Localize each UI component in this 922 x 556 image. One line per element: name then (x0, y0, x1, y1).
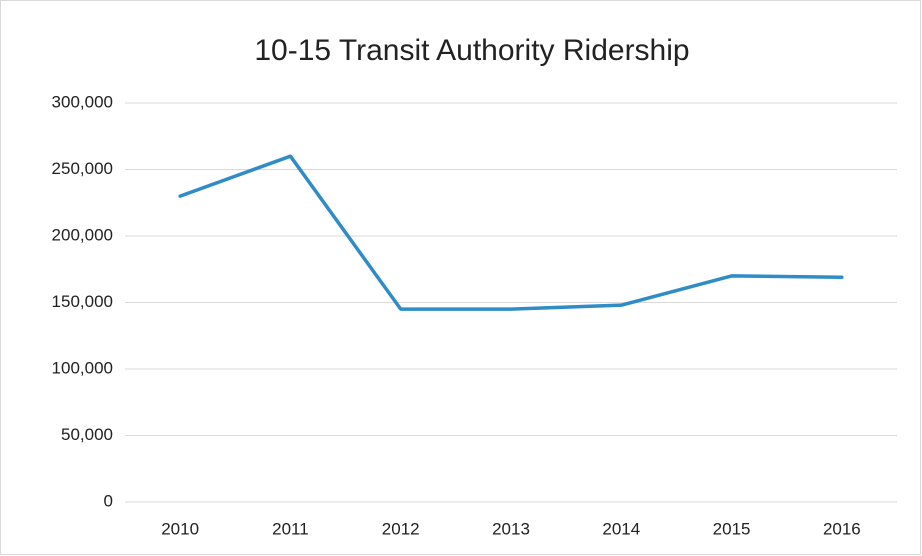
y-tick-label: 200,000 (52, 225, 113, 244)
y-tick-label: 0 (104, 491, 113, 510)
x-tick-label: 2012 (382, 519, 420, 538)
x-tick-label: 2011 (272, 519, 309, 538)
y-tick-label: 250,000 (52, 159, 113, 178)
x-tick-label: 2016 (823, 519, 861, 538)
y-tick-label: 300,000 (52, 92, 113, 111)
x-tick-label: 2015 (713, 519, 751, 538)
y-tick-label: 50,000 (61, 425, 113, 444)
x-tick-label: 2013 (492, 519, 530, 538)
x-tick-label: 2010 (161, 519, 199, 538)
x-tick-label: 2014 (602, 519, 640, 538)
chart-title: 10-15 Transit Authority Ridership (254, 34, 689, 67)
line-series (178, 154, 844, 311)
y-tick-label: 100,000 (52, 358, 113, 377)
y-tick-label: 150,000 (52, 292, 113, 311)
